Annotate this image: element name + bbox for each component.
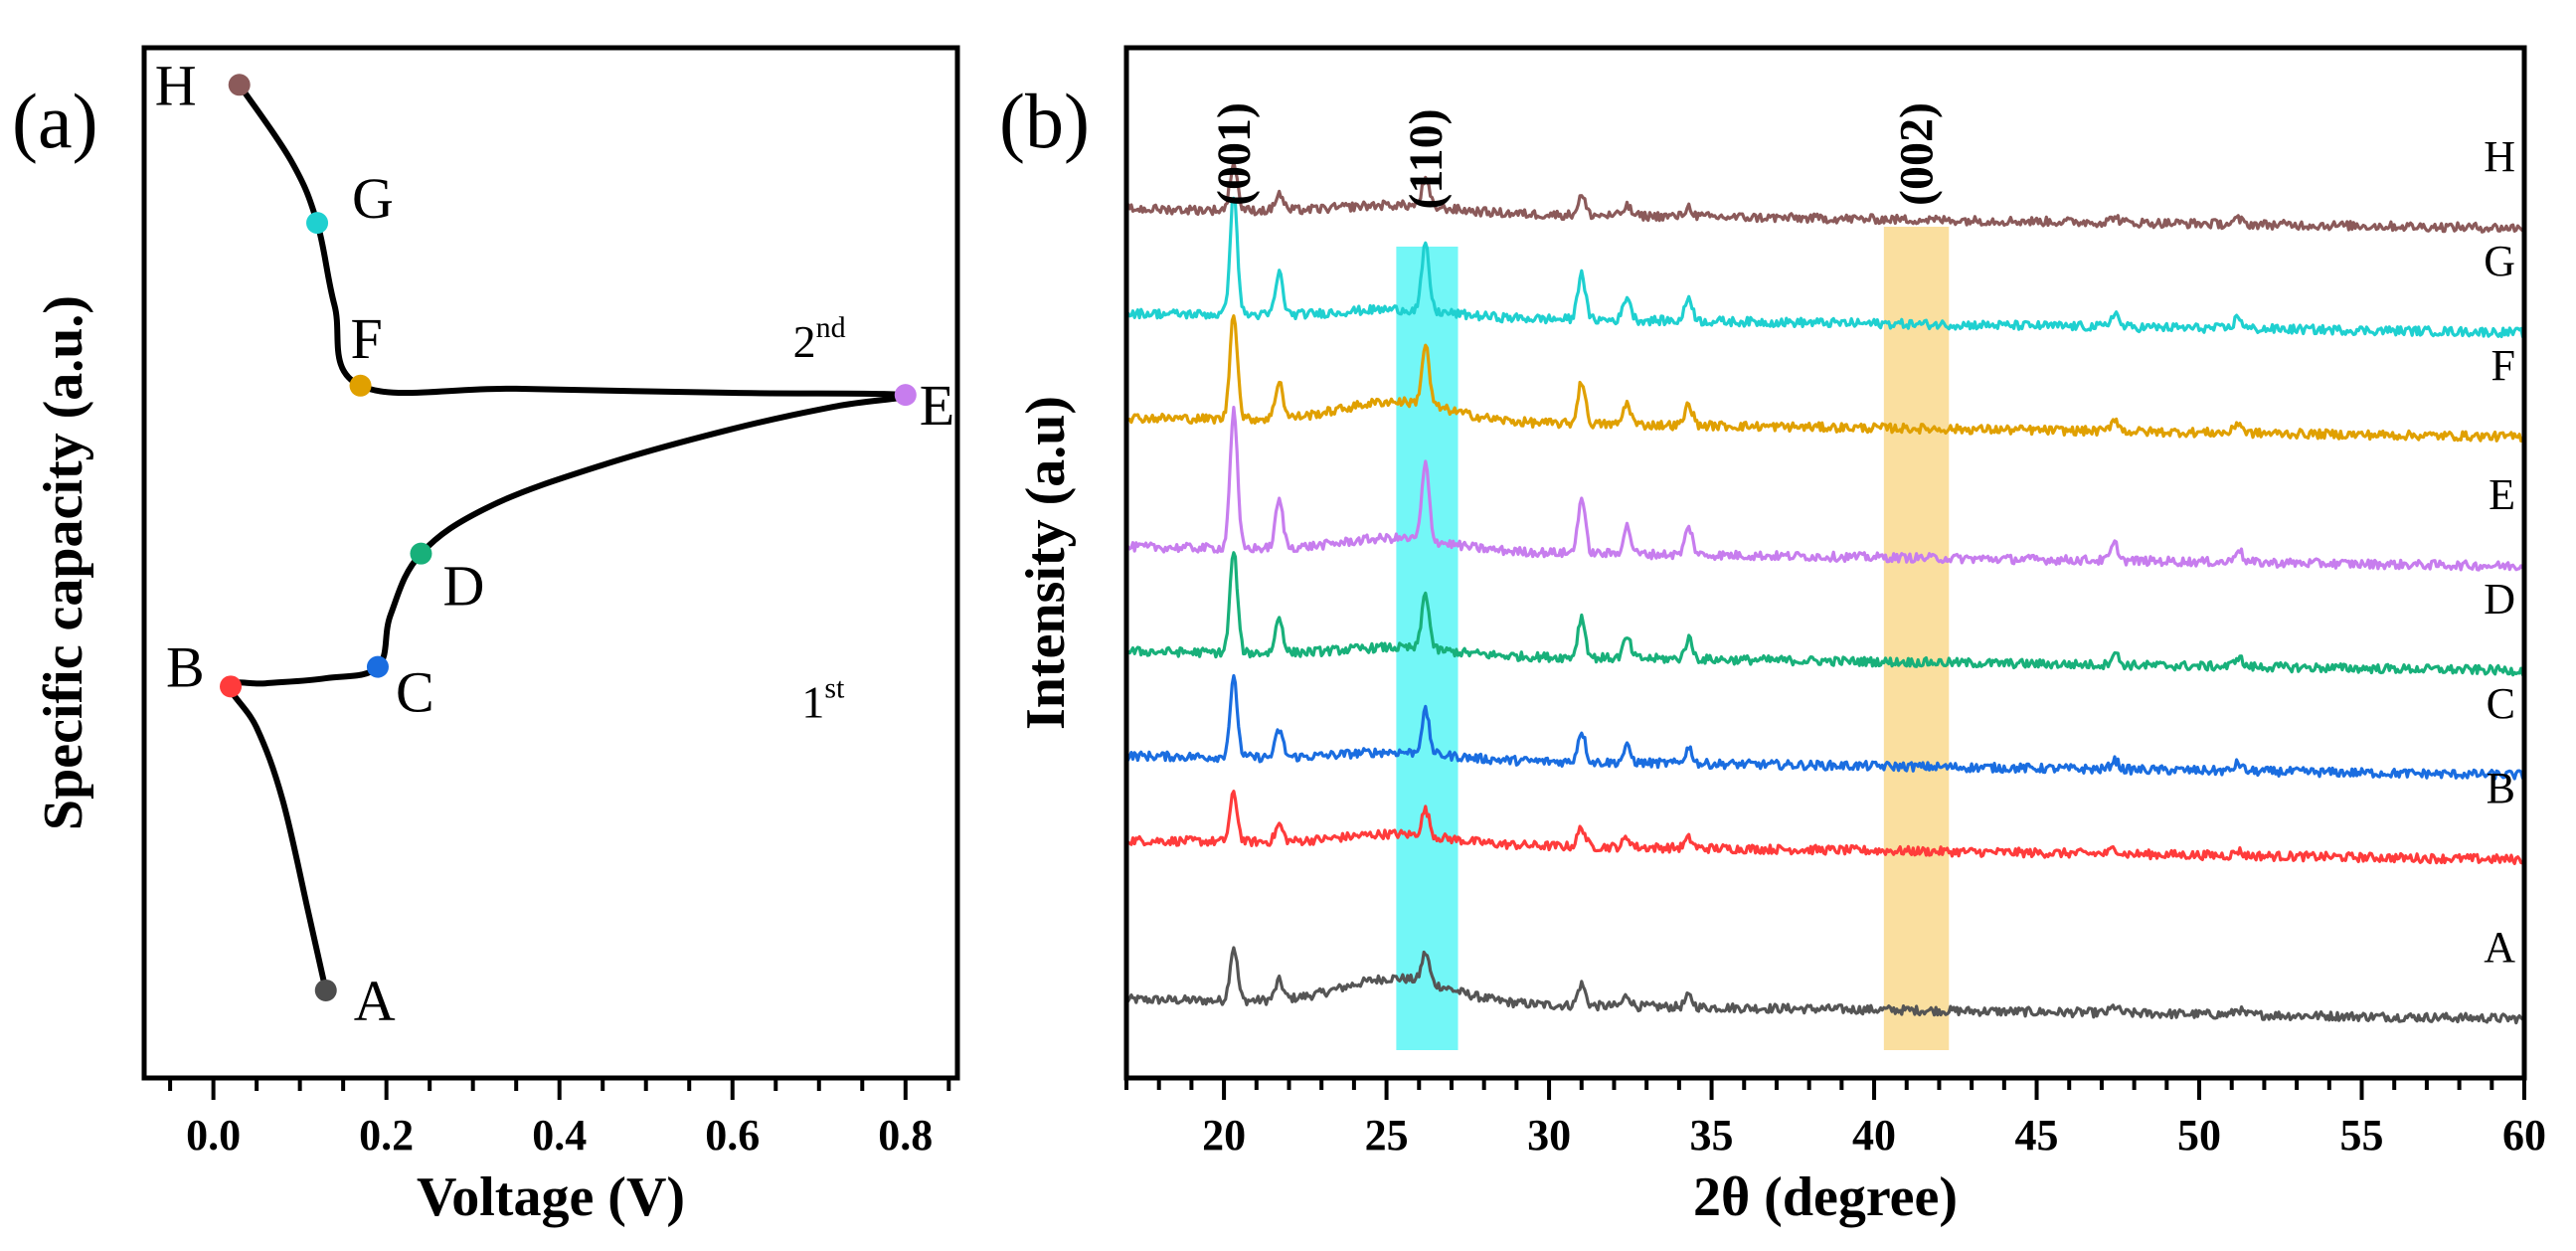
panel-b-x-tick-label: 40 [1852,1111,1896,1160]
xrd-pattern-g [1125,196,2526,339]
panel-a-x-ticks [168,1078,951,1100]
panel-b-x-ticks [1124,1078,2526,1100]
panel-a-points [220,74,917,1001]
panel-b: (b) 20 25 30 35 40 45 50 55 60 2θ (degre… [999,45,2546,1228]
series-label-f: F [2491,341,2515,390]
xrd-pattern-e [1124,406,2525,572]
point-marker-a [314,979,337,1001]
peak-label-110: (110) [1400,108,1453,209]
panel-a-x-tick-label: 0.6 [705,1111,760,1160]
point-label-h: H [155,53,197,117]
point-marker-h [228,74,251,96]
point-marker-e [894,384,917,407]
series-label-g: G [2484,237,2515,285]
xrd-pattern-d [1124,551,2526,677]
series-label-e: E [2489,470,2515,519]
xrd-pattern-h [1124,160,2525,234]
panel-a-x-tick-label: 0.4 [532,1111,587,1160]
panel-a-frame [141,45,960,1081]
series-label-h: H [2484,132,2515,181]
point-marker-d [410,542,432,565]
panel-a-x-tick-label: 0.0 [186,1111,241,1160]
panel-b-x-tick-label: 20 [1202,1111,1246,1160]
panel-a-charge-discharge-curve [228,82,913,993]
point-label-g: G [352,166,394,231]
panel-b-frame [1123,45,2527,1081]
panel-b-xrd-patterns [1124,160,2526,1025]
highlight-band [1883,227,1950,1050]
point-label-d: D [442,554,484,619]
series-label-b: B [2487,764,2515,812]
panel-b-x-tick-label: 45 [2015,1111,2059,1160]
xrd-pattern-a [1124,946,2526,1025]
panel-a-label: (a) [12,78,98,164]
panel-a-y-axis-title: Specific capacity (a.u.) [33,295,94,830]
panel-a-x-axis-title: Voltage (V) [417,1166,685,1228]
panel-b-x-tick-label: 55 [2340,1111,2384,1160]
cycle-label-2nd: 2nd [793,311,846,367]
point-marker-g [306,212,329,235]
peak-label-002: (002) [1891,102,1944,206]
cycle-label-1st: 1st [801,671,845,727]
panel-b-x-tick-label: 60 [2502,1111,2546,1160]
panel-a: (a) 0.0 0.2 0.4 0.6 0.8 Voltage (V) Spec… [12,45,960,1228]
panel-b-x-tick-label: 25 [1365,1111,1409,1160]
xrd-pattern-c [1124,673,2526,781]
series-label-a: A [2484,923,2515,972]
panel-b-x-axis-title: 2θ (degree) [1693,1166,1958,1228]
point-marker-b [220,675,243,698]
panel-a-x-tick-label: 0.2 [359,1111,414,1160]
point-label-c: C [396,660,434,725]
xrd-pattern-b [1125,790,2526,865]
panel-b-label: (b) [999,78,1090,164]
point-marker-c [366,655,389,678]
panel-b-x-tick-label: 35 [1690,1111,1734,1160]
panel-a-x-tick-label: 0.8 [878,1111,933,1160]
point-label-a: A [354,969,396,1033]
panel-b-highlight-bands [1396,227,1950,1050]
point-label-e: E [920,373,954,438]
panel-b-y-axis-title: Intensity (a.u) [1015,396,1077,730]
series-label-c: C [2487,679,2515,728]
point-label-b: B [166,634,205,699]
point-label-f: F [351,306,383,371]
point-marker-f [349,374,372,397]
panel-b-x-tick-label: 30 [1527,1111,1571,1160]
xrd-pattern-f [1124,314,2526,443]
series-label-d: D [2484,575,2515,624]
panel-b-x-tick-label: 50 [2177,1111,2221,1160]
peak-label-001: (001) [1208,102,1261,206]
